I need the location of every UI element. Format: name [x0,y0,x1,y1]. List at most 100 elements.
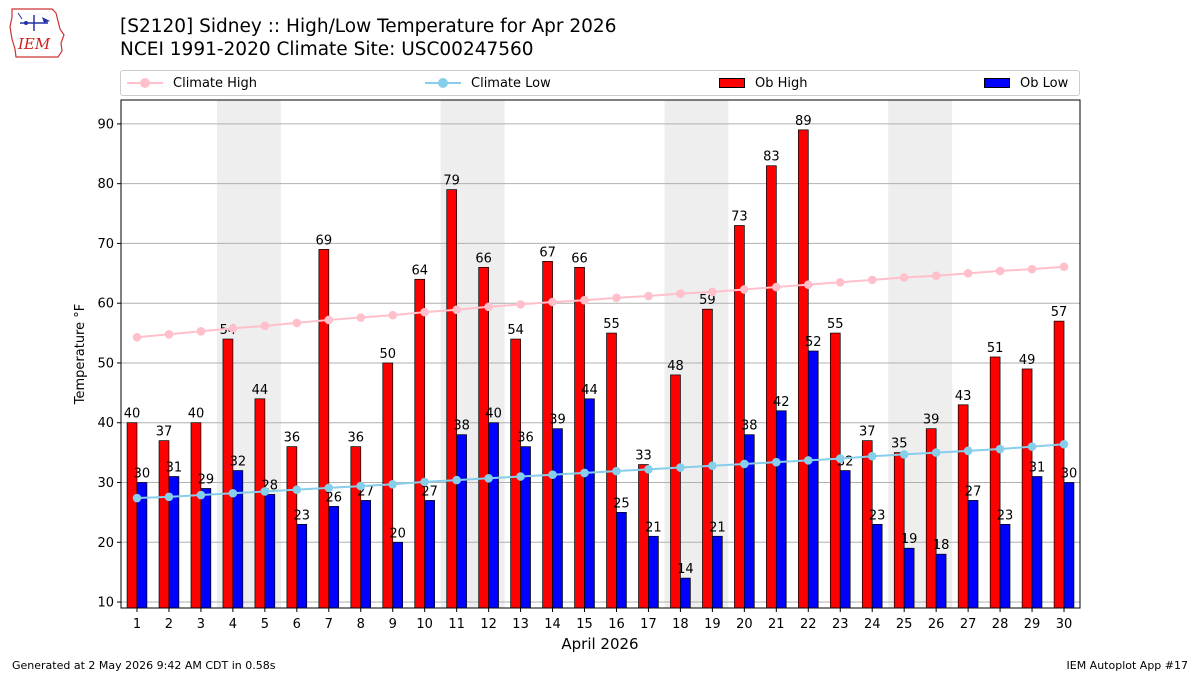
legend-item-ob-high: Ob High [719,71,808,95]
x-tick-label: 7 [325,617,333,632]
ob-high-value-label: 54 [507,323,524,338]
ob-high-value-label: 40 [188,407,205,422]
ob-low-value-label: 29 [198,472,215,487]
climate-high-point [260,321,270,331]
climate-low-point [132,493,142,503]
x-tick-label: 24 [864,617,881,632]
ob-high-value-label: 64 [411,263,428,278]
climate-low-point [548,470,557,480]
climate-high-point [740,285,749,294]
y-tick-label: 90 [97,117,114,132]
ob-low-value-label: 14 [677,562,694,577]
chart-subtitle: NCEI 1991-2020 Climate Site: USC00247560 [120,39,534,60]
x-tick-label: 29 [1024,617,1041,632]
climate-low-point [612,466,621,476]
climate-high-point [324,315,334,325]
climate-low-point [676,463,685,472]
ob-high-value-label: 73 [731,210,748,225]
ob-low-value-label: 52 [805,335,822,350]
ob-high-bar [734,225,745,609]
app-credit: IEM Autoplot App #17 [1066,659,1189,672]
ob-low-value-label: 21 [645,520,662,535]
ob-low-value-label: 23 [293,508,310,523]
y-axis-label: Temperature °F [73,304,88,405]
ob-high-bar [222,338,234,609]
ob-high-value-label: 36 [348,431,365,446]
ob-low-bar [839,470,851,609]
ob-low-bar [807,350,819,609]
climate-high-point [963,269,973,278]
y-tick-label: 80 [97,177,114,192]
ob-low-value-label: 27 [965,484,982,499]
climate-high-point [292,318,302,328]
ob-low-bar [648,535,659,609]
ob-high-bar [1021,368,1033,609]
ob-low-bar [520,446,531,609]
ob-low-bar [616,512,627,609]
x-tick-label: 14 [544,617,561,632]
ob-high-value-label: 67 [539,245,556,260]
ob-low-value-label: 19 [901,532,918,547]
ob-high-bar [1053,320,1065,609]
y-tick-label: 60 [97,297,114,312]
legend-item-ob-low: Ob Low [984,71,1068,95]
climate-low-point [516,472,525,481]
ob-high-bar [542,261,553,609]
climate-high-point [1027,264,1037,274]
ob-high-bar [829,332,841,609]
ob-high-value-label: 35 [891,437,908,452]
climate-high-point [164,329,174,339]
ob-high-bar [414,278,426,609]
ob-high-value-label: 48 [667,359,684,374]
climate-low-point [196,490,206,500]
climate-high-point [772,282,781,292]
logo-text: IEM [17,35,51,53]
ob-low-value-label: 42 [773,395,790,410]
ob-high-bar [766,165,777,609]
x-tick-label: 26 [928,617,945,632]
climate-high-point [452,305,461,315]
climate-high-point [132,332,142,342]
climate-low-point [484,474,493,483]
x-tick-label: 19 [704,617,721,632]
climate-low-point [772,457,781,467]
x-tick-label: 1 [133,617,141,632]
x-tick-label: 28 [992,617,1009,632]
climate-high-point [196,326,206,336]
climate-high-point [484,302,493,312]
ob-low-bar [488,422,499,609]
ob-high-value-label: 55 [827,317,844,332]
ob-high-value-label: 37 [859,425,876,440]
climate-low-point [835,454,845,463]
climate-high-point [612,293,621,303]
climate-high-point [420,307,429,317]
ob-high-value-label: 79 [443,174,460,189]
climate-low-point [324,483,334,493]
ob-low-bar [392,541,403,609]
y-tick-label: 40 [97,416,114,431]
climate-low-point [867,451,877,461]
legend-swatch-climate-high [127,77,163,89]
x-tick-label: 16 [608,617,625,632]
legend-swatch-ob-high [719,78,745,88]
ob-high-value-label: 36 [284,431,301,446]
ob-high-value-label: 55 [603,317,620,332]
x-tick-label: 11 [448,617,465,632]
plot-frame [120,99,1081,609]
y-tick-label: 10 [97,596,114,611]
ob-low-bar [999,523,1011,609]
x-tick-label: 27 [960,617,977,632]
ob-high-bar [989,356,1001,609]
ob-low-bar [680,577,691,609]
ob-low-bar [264,494,276,609]
ob-high-bar [893,452,905,609]
ob-low-value-label: 44 [581,383,598,398]
legend-item-climate-high: Climate High [127,71,257,95]
ob-high-value-label: 89 [795,114,812,129]
climate-high-point [867,275,877,285]
legend-label-climate-high: Climate High [173,75,258,91]
climate-high-line [136,265,1065,339]
climate-low-line [136,443,1065,500]
ob-high-value-label: 66 [475,251,492,266]
